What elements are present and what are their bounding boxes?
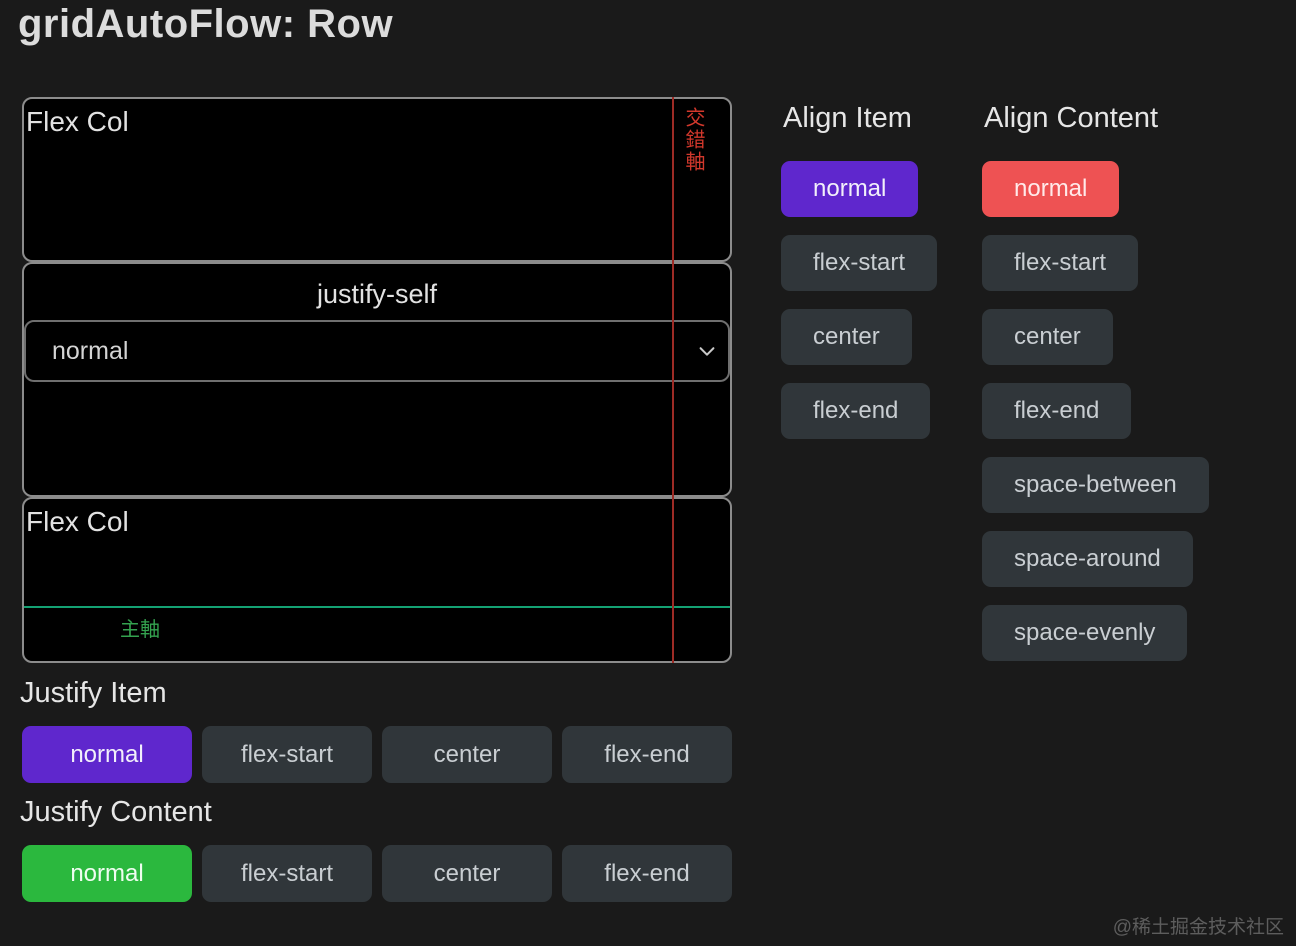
align-item-option-center[interactable]: center: [781, 309, 912, 365]
main-axis-line: [24, 606, 730, 608]
justify-content-options: normal flex-start center flex-end: [22, 845, 732, 902]
watermark: @稀土掘金技术社区: [1112, 917, 1284, 938]
align-content-option-space-between[interactable]: space-between: [982, 457, 1209, 513]
justify-self-select[interactable]: normal: [24, 320, 730, 382]
justify-item-option-flex-start[interactable]: flex-start: [202, 726, 372, 783]
align-item-option-flex-start[interactable]: flex-start: [781, 235, 938, 291]
align-item-option-normal[interactable]: normal: [781, 161, 919, 217]
align-item-options: normal flex-start center flex-end: [781, 161, 938, 439]
justify-item-option-center[interactable]: center: [382, 726, 552, 783]
justify-item-option-normal[interactable]: normal: [22, 726, 192, 783]
align-content-title: Align Content: [984, 102, 1159, 134]
cross-axis-label: 交錯軸: [682, 107, 704, 173]
flex-demo-container: Flex Col justify-self normal Flex Col 主軸…: [22, 97, 732, 663]
align-item-option-flex-end[interactable]: flex-end: [781, 383, 931, 439]
justify-content-option-normal[interactable]: normal: [22, 845, 192, 902]
justify-content-title: Justify Content: [20, 796, 212, 828]
align-content-option-space-evenly[interactable]: space-evenly: [982, 605, 1188, 661]
align-content-option-center[interactable]: center: [982, 309, 1113, 365]
justify-content-option-flex-start[interactable]: flex-start: [202, 845, 372, 902]
justify-content-option-flex-end[interactable]: flex-end: [562, 845, 732, 902]
page-title: gridAutoFlow: Row: [18, 2, 394, 46]
align-content-panel: Align Content normal flex-start center f…: [982, 101, 1209, 661]
justify-self-box: justify-self normal: [22, 262, 732, 497]
flex-col-bottom-label: Flex Col: [26, 506, 129, 537]
cross-axis-line: [672, 97, 674, 663]
justify-self-label: justify-self: [316, 279, 438, 309]
align-content-option-flex-start[interactable]: flex-start: [982, 235, 1139, 291]
align-content-option-flex-end[interactable]: flex-end: [982, 383, 1132, 439]
justify-item-option-flex-end[interactable]: flex-end: [562, 726, 732, 783]
flex-col-box-top: Flex Col: [22, 97, 732, 262]
align-content-option-space-around[interactable]: space-around: [982, 531, 1193, 587]
align-content-option-normal[interactable]: normal: [982, 161, 1120, 217]
main-axis-label: 主軸: [120, 619, 160, 641]
justify-content-option-center[interactable]: center: [382, 845, 552, 902]
chevron-down-icon: [699, 347, 715, 356]
flex-col-box-bottom: Flex Col 主軸: [22, 497, 732, 663]
justify-item-options: normal flex-start center flex-end: [22, 726, 732, 783]
align-item-title: Align Item: [783, 102, 912, 134]
flex-col-top-label: Flex Col: [26, 106, 129, 137]
align-item-panel: Align Item normal flex-start center flex…: [781, 101, 938, 439]
justify-self-select-value: normal: [52, 336, 129, 365]
align-content-options: normal flex-start center flex-end space-…: [982, 161, 1209, 661]
justify-item-title: Justify Item: [20, 677, 167, 709]
